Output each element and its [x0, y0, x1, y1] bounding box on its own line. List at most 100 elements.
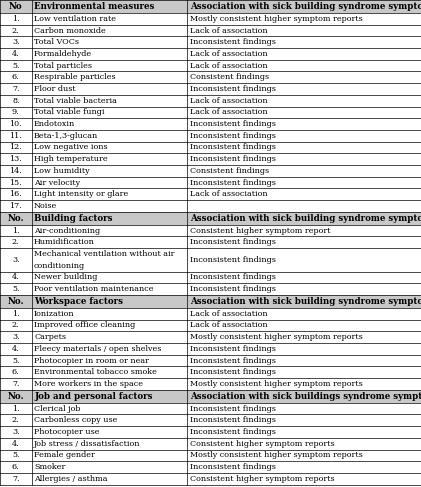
- Text: 2.: 2.: [12, 416, 20, 424]
- Text: 5.: 5.: [12, 285, 19, 293]
- Text: Inconsistent findings: Inconsistent findings: [190, 356, 276, 364]
- Text: 1.: 1.: [12, 226, 20, 235]
- Text: 10.: 10.: [10, 120, 22, 128]
- Text: 12.: 12.: [9, 144, 22, 151]
- Text: 17.: 17.: [10, 202, 22, 210]
- Text: Endotoxin: Endotoxin: [34, 120, 75, 128]
- Text: Association with sick building syndrome symptoms: Association with sick building syndrome …: [190, 214, 421, 223]
- Text: 3.: 3.: [12, 333, 20, 341]
- Text: Inconsistent findings: Inconsistent findings: [190, 368, 276, 376]
- Text: Lack of association: Lack of association: [190, 97, 267, 105]
- Text: 13.: 13.: [9, 155, 22, 163]
- Text: 16.: 16.: [9, 190, 22, 198]
- Text: Total particles: Total particles: [34, 62, 92, 70]
- Text: Inconsistent findings: Inconsistent findings: [190, 285, 276, 293]
- Text: Inconsistent findings: Inconsistent findings: [190, 416, 276, 424]
- Text: No.: No.: [8, 214, 24, 223]
- Text: 5.: 5.: [12, 356, 19, 364]
- Text: Association with sick buildings syndrome symptoms: Association with sick buildings syndrome…: [190, 392, 421, 401]
- Text: Association with sick building syndrome symptoms: Association with sick building syndrome …: [190, 297, 421, 306]
- Text: Inconsistent findings: Inconsistent findings: [190, 85, 276, 93]
- Text: Photocopier use: Photocopier use: [34, 428, 100, 436]
- Text: Newer building: Newer building: [34, 273, 98, 281]
- Bar: [0, 0, 421, 13]
- Text: 8.: 8.: [12, 97, 19, 105]
- Text: 5.: 5.: [12, 62, 19, 70]
- Bar: [0, 390, 421, 403]
- Text: 3.: 3.: [12, 256, 20, 264]
- Text: 11.: 11.: [9, 132, 22, 140]
- Text: Photocopier in room or near: Photocopier in room or near: [34, 356, 149, 364]
- Text: Inconsistent findings: Inconsistent findings: [190, 144, 276, 151]
- Text: Low ventilation rate: Low ventilation rate: [34, 15, 116, 23]
- Text: Mostly consistent higher symptom reports: Mostly consistent higher symptom reports: [190, 333, 362, 341]
- Text: Total VOCs: Total VOCs: [34, 38, 79, 46]
- Text: Lack of association: Lack of association: [190, 62, 267, 70]
- Text: No.: No.: [8, 297, 24, 306]
- Text: 4.: 4.: [12, 440, 20, 448]
- Text: 4.: 4.: [12, 273, 20, 281]
- Text: Low humidity: Low humidity: [34, 167, 90, 175]
- Text: Inconsistent findings: Inconsistent findings: [190, 463, 276, 471]
- Text: 1.: 1.: [12, 15, 20, 23]
- Text: Association with sick building syndrome symptoms: Association with sick building syndrome …: [190, 2, 421, 11]
- Text: 4.: 4.: [12, 50, 20, 58]
- Text: Inconsistent findings: Inconsistent findings: [190, 132, 276, 140]
- Text: 2.: 2.: [12, 238, 20, 246]
- Text: Lack of association: Lack of association: [190, 321, 267, 329]
- Text: 6.: 6.: [12, 74, 20, 81]
- Text: Noise: Noise: [34, 202, 57, 210]
- Bar: [0, 212, 421, 225]
- Text: 7.: 7.: [12, 380, 19, 388]
- Text: Clerical job: Clerical job: [34, 405, 80, 412]
- Text: Job stress / dissatisfaction: Job stress / dissatisfaction: [34, 440, 141, 448]
- Text: Mechanical ventilation without air: Mechanical ventilation without air: [34, 250, 175, 258]
- Text: More workers in the space: More workers in the space: [34, 380, 143, 388]
- Text: Total viable fungi: Total viable fungi: [34, 109, 104, 116]
- Text: Inconsistent findings: Inconsistent findings: [190, 238, 276, 246]
- Text: Air-conditioning: Air-conditioning: [34, 226, 100, 235]
- Text: Consistent higher symptom report: Consistent higher symptom report: [190, 226, 330, 235]
- Text: 6.: 6.: [12, 463, 20, 471]
- Text: Light intensity or glare: Light intensity or glare: [34, 190, 128, 198]
- Text: Inconsistent findings: Inconsistent findings: [190, 428, 276, 436]
- Text: Female gender: Female gender: [34, 451, 95, 459]
- Text: 2.: 2.: [12, 27, 20, 35]
- Text: Respirable particles: Respirable particles: [34, 74, 116, 81]
- Text: Carbonless copy use: Carbonless copy use: [34, 416, 117, 424]
- Text: Formaldehyde: Formaldehyde: [34, 50, 92, 58]
- Text: 5.: 5.: [12, 451, 19, 459]
- Text: 3.: 3.: [12, 428, 20, 436]
- Text: Carpets: Carpets: [34, 333, 66, 341]
- Text: Lack of association: Lack of association: [190, 190, 267, 198]
- Text: Low negative ions: Low negative ions: [34, 144, 108, 151]
- Text: Inconsistent findings: Inconsistent findings: [190, 179, 276, 187]
- Text: Floor dust: Floor dust: [34, 85, 76, 93]
- Text: Humidification: Humidification: [34, 238, 95, 246]
- Text: Lack of association: Lack of association: [190, 27, 267, 35]
- Text: 7.: 7.: [12, 85, 19, 93]
- Text: No: No: [9, 2, 23, 11]
- Text: Improved office cleaning: Improved office cleaning: [34, 321, 135, 329]
- Text: Smoker: Smoker: [34, 463, 66, 471]
- Text: 14.: 14.: [9, 167, 22, 175]
- Text: Inconsistent findings: Inconsistent findings: [190, 345, 276, 353]
- Text: 1.: 1.: [12, 405, 20, 412]
- Text: Consistent higher symptom reports: Consistent higher symptom reports: [190, 440, 335, 448]
- Text: Consistent findings: Consistent findings: [190, 74, 269, 81]
- Text: No.: No.: [8, 392, 24, 401]
- Text: Inconsistent findings: Inconsistent findings: [190, 155, 276, 163]
- Text: 2.: 2.: [12, 321, 20, 329]
- Text: 4.: 4.: [12, 345, 20, 353]
- Bar: [0, 295, 421, 308]
- Text: Inconsistent findings: Inconsistent findings: [190, 273, 276, 281]
- Text: 15.: 15.: [10, 179, 22, 187]
- Text: conditioning: conditioning: [34, 262, 85, 270]
- Text: Building factors: Building factors: [34, 214, 112, 223]
- Text: Allergies / asthma: Allergies / asthma: [34, 475, 108, 483]
- Text: Lack of association: Lack of association: [190, 310, 267, 318]
- Text: Consistent findings: Consistent findings: [190, 167, 269, 175]
- Text: Environmental tobacco smoke: Environmental tobacco smoke: [34, 368, 157, 376]
- Text: Total viable bacteria: Total viable bacteria: [34, 97, 117, 105]
- Text: Inconsistent findings: Inconsistent findings: [190, 256, 276, 264]
